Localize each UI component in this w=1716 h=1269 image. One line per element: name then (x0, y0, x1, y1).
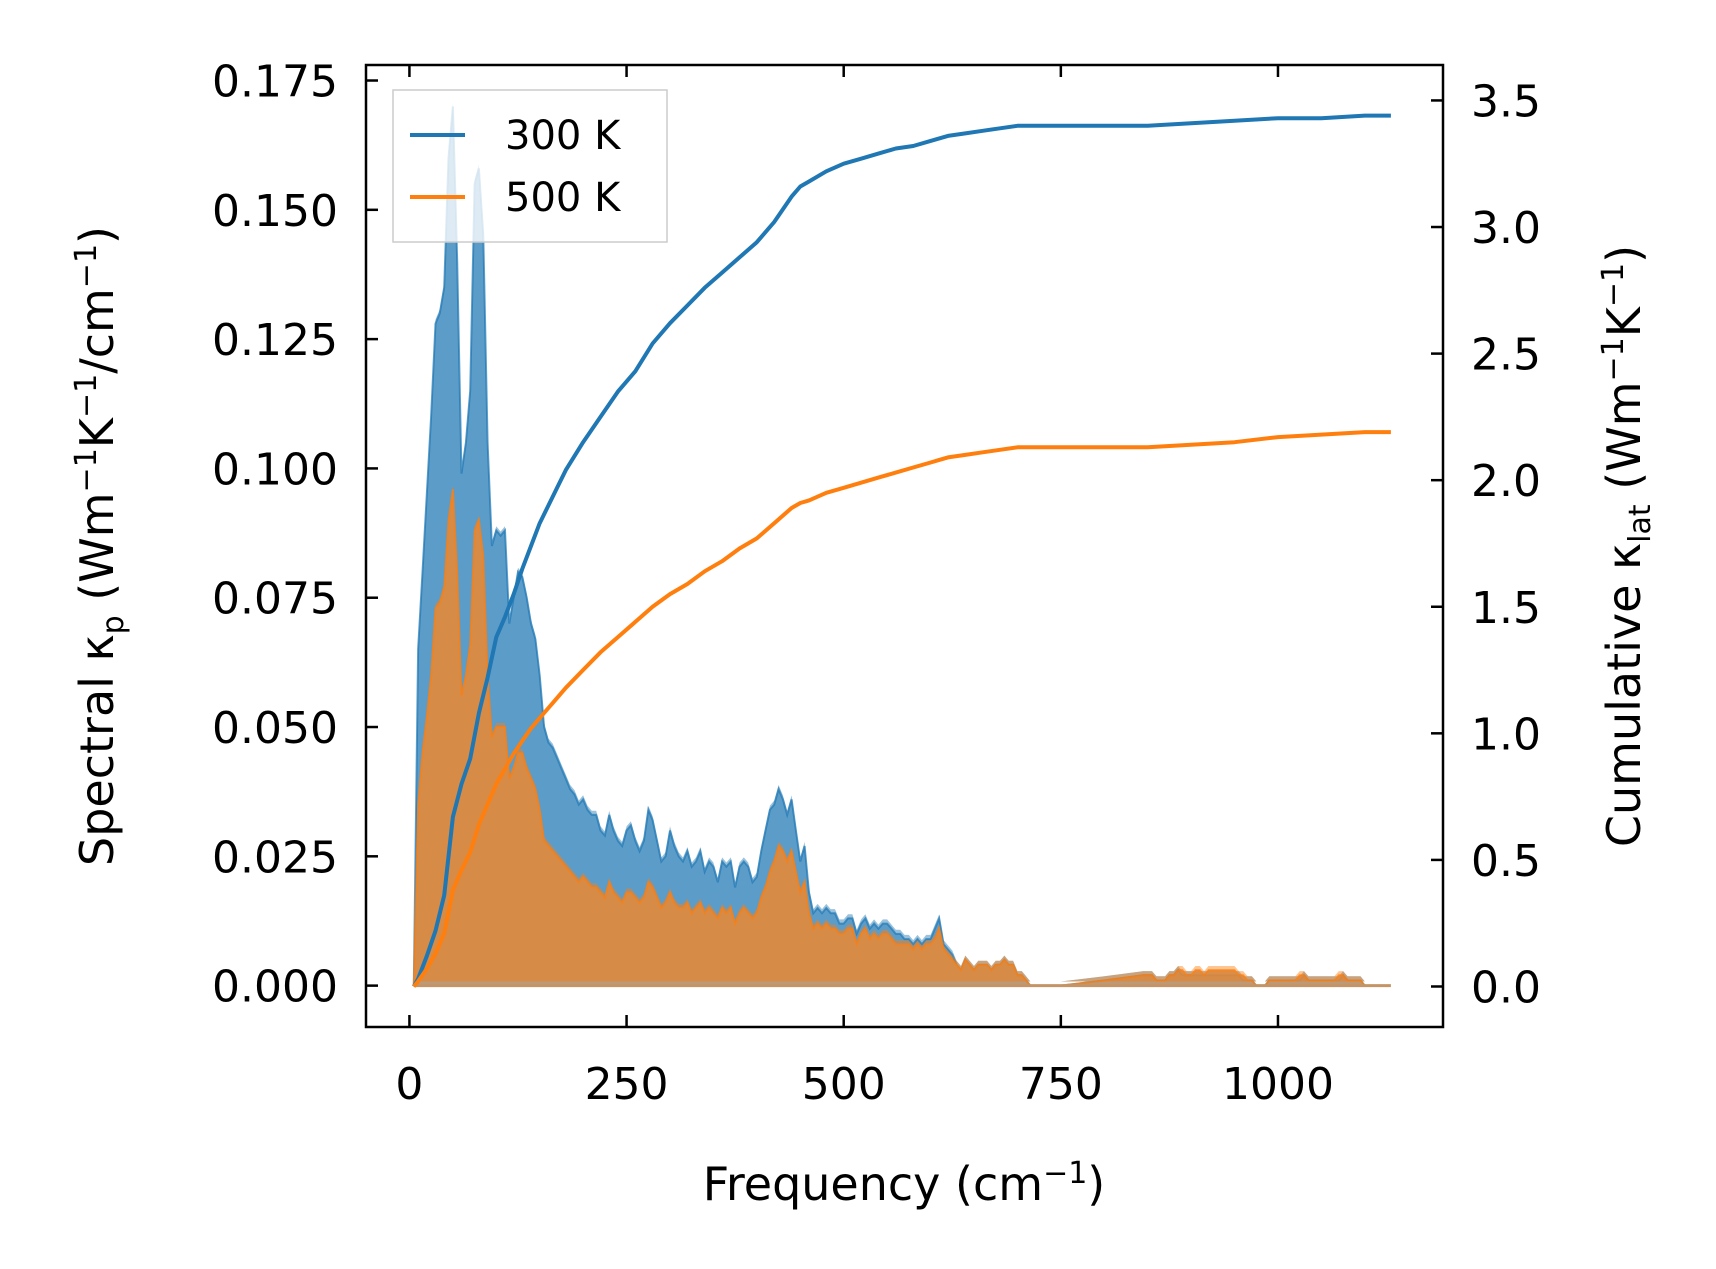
legend: 300 K 500 K (392, 89, 668, 243)
y-right-tick-label: 1.5 (1471, 583, 1541, 634)
x-tick-label: 0 (395, 1059, 423, 1110)
spectral-area-500k (413, 489, 1374, 986)
y-left-tick-label: 0.100 (212, 444, 338, 495)
y-right-tick-label: 0.5 (1471, 836, 1541, 887)
y-right-tick-label: 3.5 (1471, 76, 1541, 127)
x-tick-label: 250 (585, 1059, 669, 1110)
x-tick-label: 1000 (1222, 1059, 1334, 1110)
y-right-tick-label: 2.5 (1471, 330, 1541, 381)
cumulative-line-500k (412, 430, 1391, 988)
y-right-tick-label: 3.0 (1471, 203, 1541, 254)
x-tick-label: 500 (802, 1059, 886, 1110)
y-right-tick-label: 1.0 (1471, 709, 1541, 760)
legend-label-500k: 500 K (505, 175, 622, 221)
spectral-line-500k (412, 488, 1374, 987)
y-left-tick-label: 0.000 (212, 962, 338, 1013)
y-left-tick-label: 0.025 (212, 832, 338, 883)
y-right-axis-label: Cumulative κlat (Wm−1K−1) (1596, 245, 1658, 847)
y-left-tick-label: 0.150 (212, 186, 338, 237)
axes-frame (364, 63, 1445, 1029)
y-left-tick-label: 0.125 (212, 315, 338, 366)
legend-box (392, 89, 668, 243)
y-right-tick-label: 0.0 (1471, 962, 1541, 1013)
plot-area (412, 102, 1391, 988)
y-right-tick-label: 2.0 (1471, 456, 1541, 507)
x-axis-label: Frequency (cm−1) (703, 1156, 1106, 1211)
y-left-tick-label: 0.175 (212, 57, 338, 108)
x-tick-label: 750 (1019, 1059, 1103, 1110)
y-left-tick-label: 0.050 (212, 703, 338, 754)
legend-label-300k: 300 K (505, 113, 622, 159)
y-left-axis-label: Spectral κp (Wm−1K−1/cm−1) (69, 226, 131, 866)
y-left-tick-label: 0.075 (212, 574, 338, 625)
spectral-band-500k (413, 485, 1374, 982)
axes-ticks: 0 250 500 750 1000 0.000 0.025 0.050 0.075 0.100 0… (212, 57, 1541, 1110)
cumulative-line-300k (412, 113, 1391, 988)
